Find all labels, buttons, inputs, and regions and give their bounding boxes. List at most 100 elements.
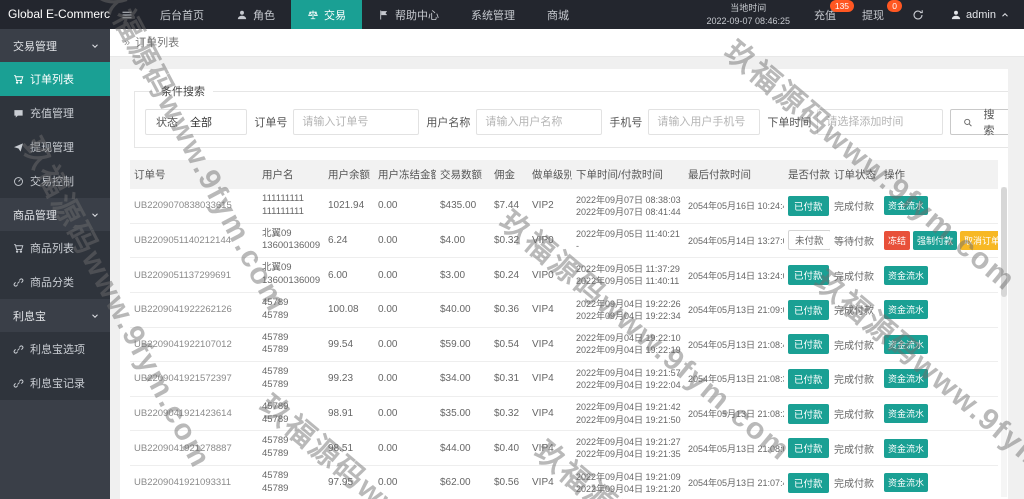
balance-cell: 97.95 xyxy=(328,477,354,489)
nav-tab-help[interactable]: 帮助中心 xyxy=(362,0,455,29)
order-time-cell: 2022年09月04日 19:22:26 2022年09月04日 19:22:34 xyxy=(572,294,684,326)
order-status-text: 完成付款 xyxy=(834,271,874,283)
fund-flow-button[interactable]: 资金流水 xyxy=(884,265,929,285)
nav-tab-system[interactable]: 系统管理 xyxy=(455,0,531,29)
username-cell: 北翼09 13600136009 xyxy=(258,258,324,292)
status-select[interactable]: 状态 全部 xyxy=(145,109,248,135)
menu-toggle-icon[interactable] xyxy=(110,0,144,29)
paid-cell: 已付款 xyxy=(784,400,830,428)
balance-cell: 99.23 xyxy=(328,373,354,385)
frozen-amount-cell: 0.00 xyxy=(378,304,398,316)
username-input[interactable] xyxy=(476,109,603,135)
nav-tab-home[interactable]: 后台首页 xyxy=(144,0,220,29)
username-line: 45789 xyxy=(262,470,289,481)
sidebar-item-order-list[interactable]: 订单列表 xyxy=(0,62,110,96)
username-line: 13600136009 xyxy=(262,275,321,287)
table-scrollbar[interactable] xyxy=(1001,187,1007,497)
sidebar-item-interest-records[interactable]: 利息宝记录 xyxy=(0,366,110,400)
last-pay-time-cell: 2054年05月14日 13:27:00 xyxy=(688,235,784,246)
order-time-line: 2022年09月04日 19:21:57 xyxy=(576,367,681,378)
order-status-text: 完成付款 xyxy=(834,340,874,352)
paid-status-badge: 已付款 xyxy=(788,195,829,216)
breadcrumb-separator: » xyxy=(124,37,131,49)
order-time-line: 2022年09月04日 19:22:26 xyxy=(576,298,681,309)
sidebar-section-label: 交易管理 xyxy=(13,40,57,53)
fund-flow-button[interactable]: 资金流水 xyxy=(884,334,929,354)
sidebar-item-trade-control[interactable]: 交易控制 xyxy=(0,164,110,198)
sidebar-item-withdraw-management[interactable]: 提现管理 xyxy=(0,130,110,164)
sidebar-section-trade-management[interactable]: 交易管理 xyxy=(0,29,110,62)
person-icon xyxy=(236,9,248,21)
commission-cell: $0.36 xyxy=(494,304,520,316)
hamburger-icon xyxy=(121,9,133,21)
fund-flow-button[interactable]: 资金流水 xyxy=(884,404,929,424)
fund-flow-button[interactable]: 资金流水 xyxy=(884,473,929,493)
username-cell: 45789 45789 xyxy=(258,328,324,362)
scrollbar-thumb[interactable] xyxy=(1001,187,1007,297)
actions-cell: 资金流水 xyxy=(880,192,998,219)
paid-cell: 未付款 xyxy=(784,226,830,254)
fund-flow-button[interactable]: 资金流水 xyxy=(884,196,929,216)
nav-tab-trade[interactable]: 交易 xyxy=(291,0,362,29)
phone-input[interactable] xyxy=(648,109,761,135)
fund-flow-button[interactable]: 资金流水 xyxy=(884,369,929,389)
cancel-order-button[interactable]: 取消订单 xyxy=(960,230,998,250)
paid-status-badge: 已付款 xyxy=(788,368,829,389)
column-header: 佣金 xyxy=(494,169,515,181)
paid-cell: 已付款 xyxy=(784,434,830,462)
paid-cell: 已付款 xyxy=(784,296,830,324)
last-pay-time-cell: 2054年05月14日 13:24:08 xyxy=(688,270,784,281)
nav-tab-label: 帮助中心 xyxy=(395,9,439,22)
sidebar-item-label: 充值管理 xyxy=(30,108,74,120)
topbar-right: 当地时间 2022-09-07 08:46:25 充值 135 提现 0 adm… xyxy=(692,0,1024,29)
column-header: 交易数额 xyxy=(440,169,482,181)
table-row: UB2209041922262126 45789 45789 100.08 0.00 $4… xyxy=(130,293,998,328)
cart-icon xyxy=(13,74,24,85)
recharge-link[interactable]: 充值 135 xyxy=(804,0,855,23)
search-field-username: 用户名称 xyxy=(426,109,603,135)
order-time-cell: 2022年09月04日 19:22:10 2022年09月04日 19:22:19 xyxy=(572,328,684,360)
user-menu[interactable]: admin xyxy=(936,9,1024,21)
sidebar-item-product-category[interactable]: 商品分类 xyxy=(0,265,110,299)
order-no-input[interactable] xyxy=(293,109,420,135)
trade-amount-cell: $435.00 xyxy=(440,200,477,212)
freeze-button[interactable]: 冻结 xyxy=(884,230,911,250)
search-button[interactable]: 搜 索 xyxy=(950,109,1008,137)
username-line: 111111111 xyxy=(262,193,304,204)
sidebar-item-interest-options[interactable]: 利息宝选项 xyxy=(0,332,110,366)
withdraw-link[interactable]: 提现 0 xyxy=(852,0,903,23)
order-number-cell: UB2209041921423614 xyxy=(134,408,232,420)
fund-flow-button[interactable]: 资金流水 xyxy=(884,438,929,458)
sidebar-item-recharge-management[interactable]: 充值管理 xyxy=(0,96,110,130)
username-line: 45789 xyxy=(262,413,289,425)
username-line: 111111111 xyxy=(262,205,304,217)
nav-tab-mall[interactable]: 商城 xyxy=(531,0,585,29)
withdraw-label: 提现 xyxy=(862,9,885,22)
actions-cell: 资金流水 xyxy=(880,365,998,392)
nav-tab-roles[interactable]: 角色 xyxy=(220,0,291,29)
paid-status-badge: 已付款 xyxy=(788,299,829,320)
sidebar-section-interest-treasure[interactable]: 利息宝 xyxy=(0,299,110,332)
trade-amount-cell: $44.00 xyxy=(440,442,471,454)
force-pay-button[interactable]: 强制付款 xyxy=(913,230,958,250)
chevron-down-icon xyxy=(90,41,100,51)
breadcrumb-current: 订单列表 xyxy=(135,37,180,49)
table-row: UB2209041921572397 45789 45789 99.23 0.00 $34… xyxy=(130,362,998,397)
order-number-cell: UB2209070838033615 xyxy=(134,200,232,212)
fund-flow-button[interactable]: 资金流水 xyxy=(884,300,929,320)
trade-amount-cell: $35.00 xyxy=(440,408,471,420)
username-line: 45789 xyxy=(262,482,289,494)
balance-cell: 99.54 xyxy=(328,338,354,350)
order-number-cell: UB2209051140212144 xyxy=(134,234,232,246)
order-time-input[interactable] xyxy=(817,109,944,135)
order-time-line: - xyxy=(576,241,579,252)
sidebar-item-product-list[interactable]: 商品列表 xyxy=(0,231,110,265)
order-time-line: 2022年09月04日 19:22:10 xyxy=(576,333,681,344)
order-time-line: 2022年09月07日 08:38:03 xyxy=(576,194,681,205)
sidebar-section-product-management[interactable]: 商品管理 xyxy=(0,198,110,231)
user-name: admin xyxy=(966,8,996,21)
actions-cell: 资金流水 xyxy=(880,400,998,427)
refresh-icon[interactable] xyxy=(900,9,936,21)
local-time: 当地时间 2022-09-07 08:46:25 xyxy=(692,2,804,26)
orders-table: 订单号 用户名 用户余额 用户冻结金额 交易数额 佣金 做单级别 下单时间/付款时间 最后付款时… xyxy=(130,160,998,499)
